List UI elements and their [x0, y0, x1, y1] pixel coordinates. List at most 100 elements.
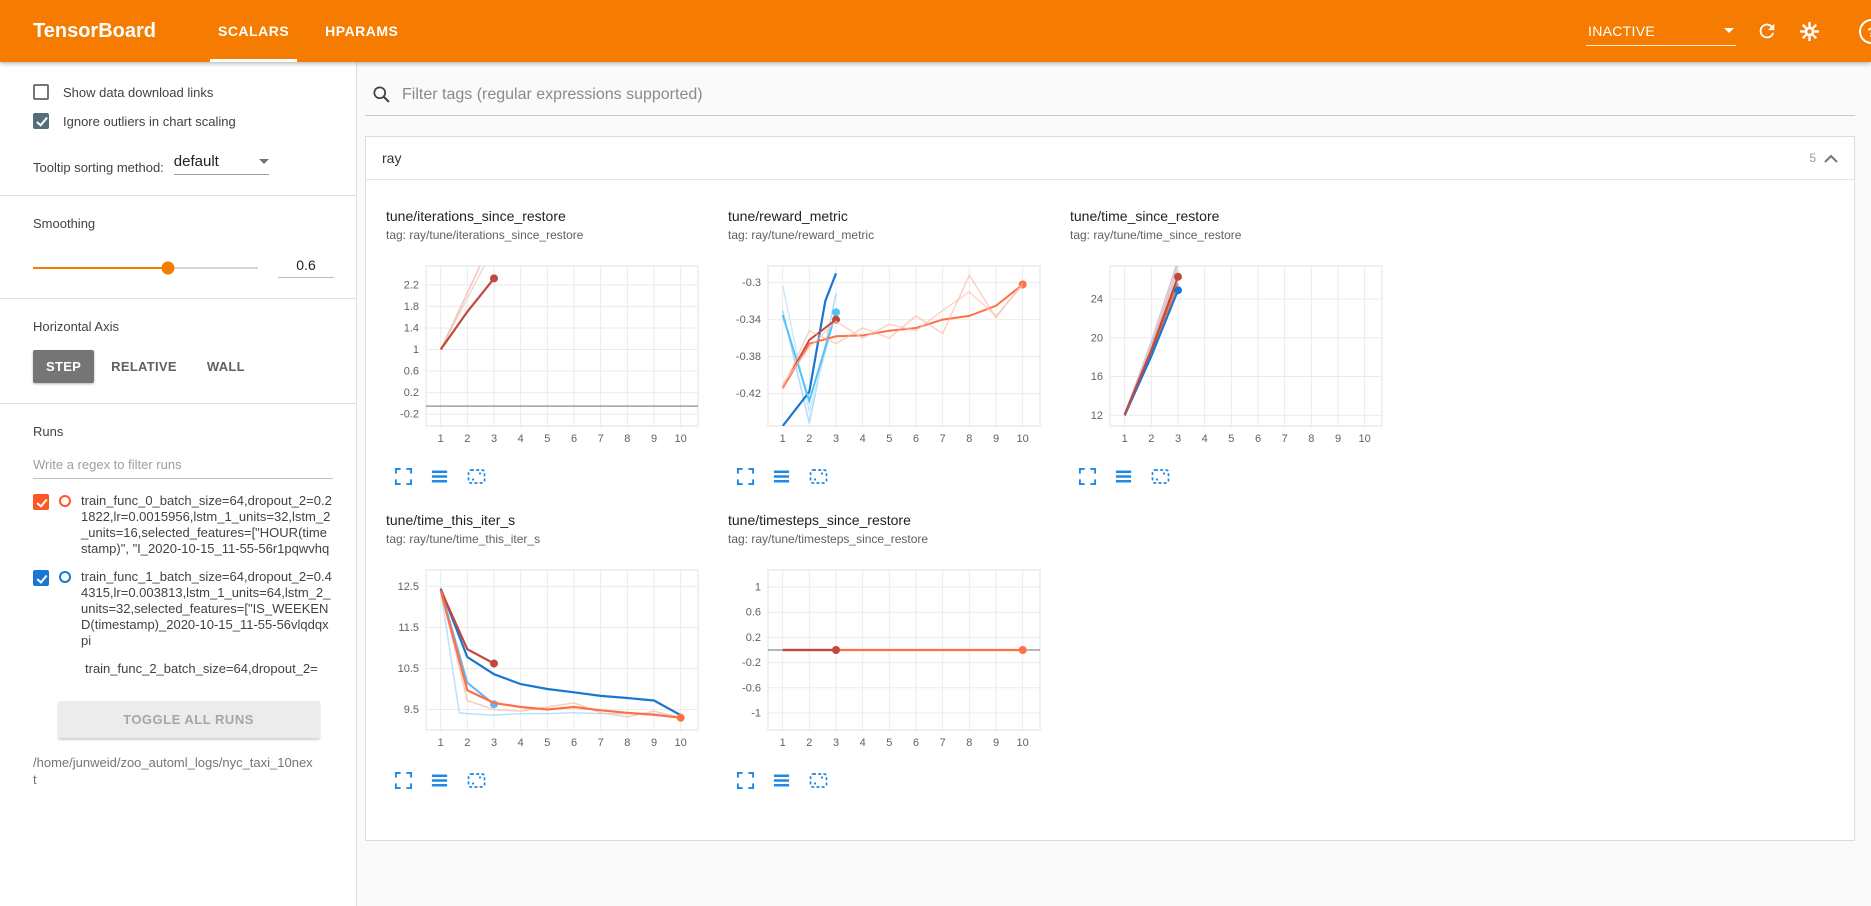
run-selector-icon: [1115, 470, 1132, 483]
axis-step-button[interactable]: STEP: [33, 350, 95, 383]
expand-chart-button[interactable]: [1076, 465, 1099, 488]
axis-tick-label: -0.42: [736, 388, 761, 400]
expand-chart-button[interactable]: [392, 769, 415, 792]
smoothing-slider-row: 0.6: [33, 257, 344, 278]
axis-tick-label: 8: [624, 433, 630, 445]
axis-tick-label: 3: [833, 737, 839, 749]
axis-wall-button[interactable]: WALL: [194, 350, 258, 383]
tag-group-header[interactable]: ray 5: [366, 137, 1854, 180]
fit-domain-button[interactable]: [806, 769, 831, 792]
tooltip-sorting-select[interactable]: default: [173, 153, 269, 175]
fit-domain-button[interactable]: [1148, 465, 1173, 488]
tab-hparams[interactable]: HPARAMS: [325, 23, 399, 39]
axis-tick-label: 20: [1091, 332, 1103, 344]
checkbox-icon[interactable]: [33, 113, 49, 129]
chart-tag: tag: ray/tune/iterations_since_restore: [386, 228, 584, 242]
chart-actions: [1066, 465, 1401, 488]
series-end-marker: [490, 659, 498, 668]
run-selector-button[interactable]: [1112, 465, 1135, 488]
tag-filter-input[interactable]: [402, 85, 1851, 104]
axis-tick-label: 9: [1335, 433, 1341, 445]
axis-tick-label: 12.5: [398, 581, 419, 593]
axis-tick-label: 9.5: [404, 704, 419, 716]
tag-filter-bar: [365, 80, 1855, 116]
chart-series-line: [439, 277, 495, 351]
axis-tick-label: 0.6: [746, 607, 761, 619]
run-selector-button[interactable]: [428, 465, 451, 488]
app-header: TensorBoard SCALARS HPARAMS INACTIVE: [0, 0, 1871, 62]
smoothing-slider[interactable]: [33, 261, 258, 274]
run-radio[interactable]: [59, 571, 71, 583]
horizontal-axis-buttons: STEP RELATIVE WALL: [33, 350, 344, 383]
refresh-button[interactable]: [1756, 20, 1778, 42]
expand-chart-button[interactable]: [392, 465, 415, 488]
help-icon[interactable]: ?: [1859, 19, 1871, 44]
settings-button[interactable]: [1798, 20, 1821, 43]
chart-card: tune/time_since_restore tag: ray/tune/tim…: [1066, 208, 1401, 488]
fit-domain-icon: [809, 469, 828, 484]
tag-count-badge: 5: [1809, 151, 1816, 165]
axis-tick-label: 6: [571, 737, 577, 749]
chart-series-line: [440, 266, 485, 350]
run-label: train_func_0_batch_size=64,dropout_2=0.2…: [81, 493, 332, 556]
run-selector-button[interactable]: [428, 769, 451, 792]
tooltip-sorting-label: Tooltip sorting method:: [33, 160, 164, 175]
series-end-marker: [832, 646, 840, 654]
runs-list: train_func_0_batch_size=64,dropout_2=0.2…: [33, 493, 344, 697]
series-end-marker: [676, 713, 685, 722]
runs-label: Runs: [33, 424, 64, 439]
fit-domain-button[interactable]: [464, 769, 489, 792]
ignore-outliers-checkbox[interactable]: Ignore outliers in chart scaling: [33, 113, 344, 129]
axis-tick-label: 10: [1359, 433, 1371, 445]
checkbox-icon[interactable]: [33, 84, 49, 100]
tab-scalars[interactable]: SCALARS: [200, 0, 307, 62]
tag-group-card: ray 5 tune/iterations_since_restore tag: …: [365, 136, 1855, 841]
run-checkbox[interactable]: [33, 570, 49, 586]
show-download-links-checkbox[interactable]: Show data download links: [33, 84, 344, 100]
chart-title: tune/time_this_iter_s: [386, 512, 516, 528]
divider: [0, 195, 356, 196]
axis-tick-label: 6: [1255, 433, 1261, 445]
expand-icon: [1078, 467, 1097, 486]
expand-icon: [736, 771, 755, 790]
axis-tick-label: 7: [940, 737, 946, 749]
run-selector-button[interactable]: [770, 769, 793, 792]
axis-tick-label: 2: [806, 737, 812, 749]
axis-tick-label: 1: [438, 433, 444, 445]
axis-tick-label: 10: [1017, 737, 1029, 749]
toggle-all-runs-button[interactable]: TOGGLE ALL RUNS: [57, 701, 320, 738]
chart-tag: tag: ray/tune/time_this_iter_s: [386, 532, 541, 546]
chart-series-line: [439, 589, 495, 665]
axis-tick-label: 11.5: [398, 622, 419, 634]
axis-tick-label: 1: [1122, 433, 1128, 445]
fit-domain-button[interactable]: [806, 465, 831, 488]
axis-tick-label: 4: [1202, 433, 1208, 445]
smoothing-value[interactable]: 0.6: [278, 257, 334, 278]
axis-relative-button[interactable]: RELATIVE: [98, 350, 190, 383]
chevron-up-icon[interactable]: [1824, 154, 1838, 163]
run-selector-icon: [773, 774, 790, 787]
chart-actions: [724, 769, 1059, 792]
axis-tick-label: 7: [598, 433, 604, 445]
slider-thumb[interactable]: [161, 261, 175, 274]
fit-domain-button[interactable]: [464, 465, 489, 488]
runs-filter-input[interactable]: [33, 451, 333, 479]
expand-chart-button[interactable]: [734, 769, 757, 792]
chart-tag: tag: ray/tune/reward_metric: [728, 228, 875, 242]
status-value: INACTIVE: [1588, 22, 1655, 39]
run-selector-button[interactable]: [770, 465, 793, 488]
status-dropdown[interactable]: INACTIVE: [1586, 17, 1736, 46]
expand-icon: [394, 771, 413, 790]
run-checkbox[interactable]: [33, 494, 49, 510]
chart-actions: [724, 465, 1059, 488]
axis-tick-label: 8: [966, 433, 972, 445]
axis-tick-label: 2: [1148, 433, 1154, 445]
run-radio[interactable]: [59, 495, 71, 507]
axis-tick-label: -0.38: [736, 351, 761, 363]
tag-group-title: ray: [382, 150, 402, 166]
expand-chart-button[interactable]: [734, 465, 757, 488]
run-selector-icon: [431, 470, 448, 483]
page-layout: Show data download links Ignore outliers…: [0, 62, 1871, 906]
axis-tick-label: 24: [1091, 293, 1103, 305]
